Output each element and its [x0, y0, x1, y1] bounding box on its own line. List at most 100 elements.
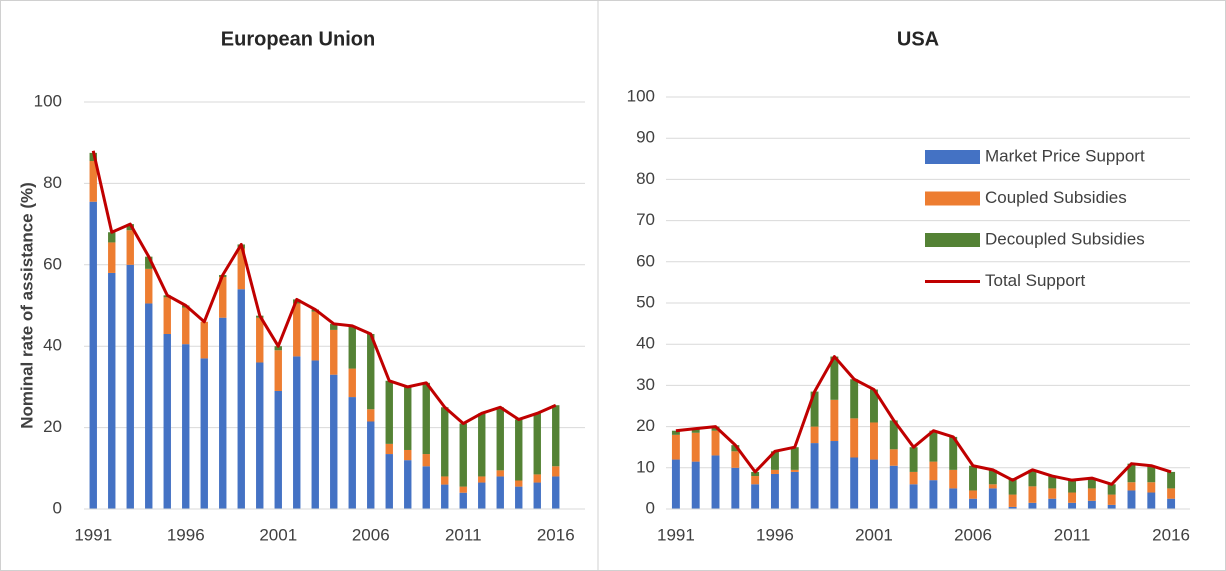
- bar-segment: [691, 428, 700, 433]
- bar-segment: [949, 488, 958, 509]
- y-tick-label: 60: [636, 251, 655, 270]
- bar-segment: [478, 482, 486, 509]
- bar-segment: [850, 418, 859, 458]
- x-tick-label: 2016: [1152, 525, 1190, 544]
- bar-segment: [870, 422, 878, 460]
- bar-segment: [1087, 500, 1096, 509]
- bar-segment: [163, 297, 171, 334]
- bar-segment: [441, 476, 449, 485]
- bar-segment: [126, 224, 134, 231]
- bar-segment: [496, 470, 504, 477]
- bar-segment: [330, 329, 338, 375]
- bar-segment: [711, 430, 720, 456]
- bar-segment: [671, 459, 680, 509]
- bar-segment: [496, 476, 504, 509]
- bar-segment: [909, 447, 918, 472]
- bar-segment: [89, 201, 97, 509]
- bar-segment: [988, 488, 997, 509]
- y-tick-label: 70: [636, 210, 655, 229]
- bar-segment: [850, 379, 859, 419]
- bar-segment: [200, 358, 208, 509]
- bar-segment: [1008, 494, 1017, 507]
- bar-segment: [385, 454, 393, 509]
- x-tick-label: 1996: [167, 525, 205, 544]
- legend-label: Decoupled Subsidies: [985, 229, 1145, 248]
- bar-segment: [1008, 506, 1017, 509]
- bar-segment: [311, 360, 319, 509]
- bar-segment: [348, 368, 356, 398]
- bar-segment: [404, 460, 412, 509]
- bar-segment: [1107, 494, 1116, 505]
- bar-segment: [810, 391, 819, 427]
- bar-segment: [1127, 482, 1136, 491]
- bar-segment: [385, 443, 393, 455]
- bar-segment: [850, 457, 859, 509]
- bar-segment: [1167, 498, 1176, 509]
- bar-segment: [929, 461, 938, 481]
- bar-segment: [441, 407, 449, 477]
- bar-segment: [552, 466, 560, 477]
- bar-segment: [367, 409, 375, 422]
- bar-segment: [1028, 502, 1037, 509]
- bar-segment: [671, 430, 680, 435]
- bar-segment: [367, 333, 375, 410]
- bar-segment: [330, 323, 338, 330]
- bar-segment: [293, 303, 301, 357]
- bar-segment: [751, 484, 760, 509]
- bar-segment: [1068, 492, 1077, 503]
- bar-segment: [1147, 492, 1156, 509]
- bar-segment: [293, 356, 301, 509]
- bar-segment: [1147, 465, 1156, 483]
- bar-segment: [422, 454, 430, 467]
- y-tick-label: 40: [43, 336, 62, 355]
- bar-segment: [533, 413, 541, 475]
- bar-segment: [182, 344, 190, 509]
- bar-segment: [219, 317, 227, 509]
- bar-segment: [1008, 478, 1017, 495]
- x-tick-label: 1996: [756, 525, 794, 544]
- bar-segment: [1087, 478, 1096, 489]
- bar-segment: [145, 256, 153, 269]
- bar-segment: [790, 469, 799, 472]
- y-tick-label: 40: [636, 334, 655, 353]
- bar-segment: [1048, 476, 1057, 489]
- bar-segment: [515, 419, 523, 481]
- bar-segment: [988, 484, 997, 489]
- bar-segment: [404, 386, 412, 450]
- bar-segment: [969, 498, 977, 509]
- bar-segment: [422, 382, 430, 455]
- bar-segment: [790, 471, 799, 509]
- bar-segment: [790, 447, 799, 470]
- bar-segment: [385, 380, 393, 444]
- bar-segment: [496, 407, 504, 471]
- bar-segment: [1167, 471, 1176, 489]
- legend-swatch: [925, 233, 980, 247]
- x-tick-label: 2011: [1054, 525, 1091, 544]
- legend-label: Coupled Subsidies: [985, 188, 1127, 207]
- bar-segment: [691, 461, 700, 509]
- bar-segment: [1028, 486, 1037, 503]
- bar-segment: [671, 434, 680, 460]
- x-tick-label: 2006: [954, 525, 992, 544]
- chart-title: USA: [897, 28, 939, 50]
- bar-segment: [1048, 498, 1057, 509]
- bar-segment: [770, 469, 779, 474]
- bar-segment: [422, 466, 430, 509]
- bar-segment: [200, 321, 208, 359]
- bar-segment: [1028, 469, 1037, 487]
- bar-segment: [909, 484, 918, 509]
- x-tick-label: 2001: [259, 525, 297, 544]
- bar-segment: [810, 426, 819, 444]
- bar-segment: [108, 232, 116, 243]
- bar-segment: [770, 451, 779, 470]
- y-tick-label: 20: [636, 416, 655, 435]
- bar-segment: [459, 423, 467, 487]
- bar-segment: [533, 474, 541, 483]
- bar-segment: [969, 490, 977, 499]
- chart-title: European Union: [221, 28, 375, 50]
- bar-segment: [889, 420, 898, 450]
- bar-segment: [830, 441, 839, 509]
- y-tick-label: 50: [636, 292, 655, 311]
- bar-segment: [1087, 488, 1096, 501]
